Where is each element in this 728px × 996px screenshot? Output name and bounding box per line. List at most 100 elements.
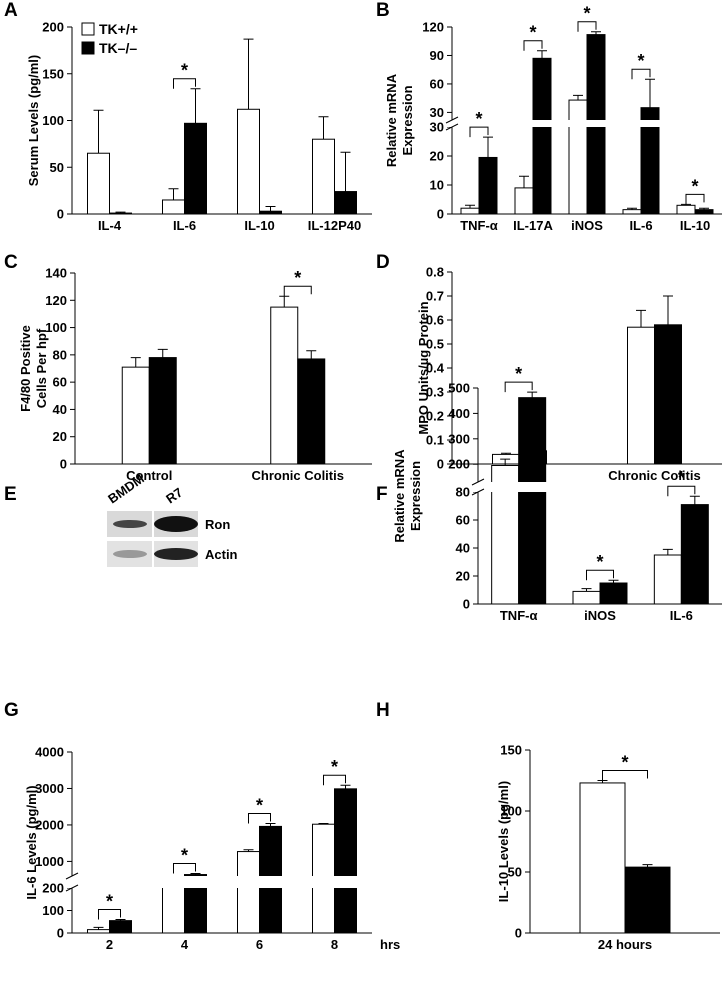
- y-axis-label: IL-10 Levels (pg/ml): [496, 781, 511, 902]
- bar: [568, 99, 588, 215]
- bar: [148, 357, 177, 465]
- axis-break: [444, 120, 722, 127]
- y-tick-label: 90: [430, 48, 444, 63]
- error-bar: [243, 38, 254, 110]
- y-tick-label: 0: [437, 457, 444, 472]
- y-axis-label: IL-6 Levels (pg/ml): [24, 785, 39, 899]
- error-bar: [243, 849, 254, 852]
- y-tick-label: 4000: [35, 745, 64, 760]
- significance-bracket: [602, 770, 648, 781]
- y-tick-label: 200: [42, 881, 64, 896]
- y-tick-label: 40: [456, 541, 470, 556]
- bar: [237, 851, 260, 934]
- y-axis-label: Expression: [400, 85, 415, 155]
- error-bar: [689, 495, 700, 505]
- error-bar: [265, 206, 276, 212]
- error-bar: [93, 926, 104, 930]
- x-axis-label: hrs: [380, 937, 400, 952]
- significance-label: *: [181, 845, 188, 865]
- error-bar: [279, 295, 290, 308]
- x-tick-label: 24 hours: [598, 937, 652, 952]
- panel-letter: C: [4, 252, 18, 273]
- x-tick-label: 2: [106, 937, 113, 952]
- error-bar: [537, 50, 547, 59]
- x-tick-label: TNF-α: [460, 218, 498, 233]
- error-bar: [500, 458, 511, 466]
- bar: [653, 554, 682, 605]
- y-axis-label: Cells Per hpf: [34, 328, 49, 408]
- y-tick-label: 100: [42, 113, 64, 128]
- significance-bracket: [631, 68, 651, 80]
- error-bar: [265, 822, 276, 827]
- bar: [680, 504, 709, 605]
- y-tick-label: 60: [53, 375, 67, 390]
- row-label: Ron: [205, 517, 230, 532]
- blot-band: [113, 550, 147, 558]
- y-axis-label: Expression: [408, 461, 423, 531]
- bar: [599, 582, 628, 605]
- y-tick-label: 140: [45, 266, 67, 281]
- bar: [162, 199, 185, 215]
- legend-swatch: [81, 22, 95, 36]
- error-bar: [115, 919, 126, 921]
- significance-label: *: [583, 4, 590, 24]
- error-bar: [130, 357, 141, 368]
- error-bar: [642, 864, 653, 868]
- y-tick-label: 120: [422, 20, 444, 35]
- bar: [572, 590, 601, 605]
- panel-letter: D: [376, 252, 390, 273]
- y-tick-label: 100: [45, 320, 67, 335]
- y-tick-label: 0.2: [426, 409, 444, 424]
- y-tick-label: 10: [430, 178, 444, 193]
- error-bar: [465, 204, 475, 209]
- significance-bracket: [98, 909, 121, 920]
- y-axis-label: F4/80 Positive: [18, 325, 33, 412]
- y-tick-label: 300: [448, 431, 470, 446]
- significance-label: *: [515, 364, 522, 384]
- y-axis-label: Serum Levels (pg/ml): [26, 55, 41, 186]
- bar: [579, 782, 626, 934]
- error-bar: [519, 175, 529, 188]
- x-tick-label: IL-10: [244, 218, 274, 233]
- significance-bracket: [577, 21, 597, 32]
- significance-bracket: [248, 812, 271, 824]
- y-tick-label: 0: [57, 207, 64, 222]
- x-tick-label: 4: [181, 937, 189, 952]
- bar: [162, 884, 185, 934]
- bar: [624, 866, 671, 934]
- error-bar: [627, 207, 637, 210]
- error-bar: [306, 350, 317, 359]
- significance-label: *: [256, 795, 263, 815]
- significance-label: *: [691, 176, 698, 196]
- bar: [478, 156, 498, 215]
- y-tick-label: 0: [57, 926, 64, 941]
- axis-break: [64, 876, 372, 888]
- x-tick-label: IL-10: [680, 218, 710, 233]
- significance-label: *: [106, 892, 113, 912]
- y-tick-label: 0.4: [426, 361, 445, 376]
- bar: [514, 187, 534, 215]
- y-tick-label: 0.8: [426, 265, 444, 280]
- y-tick-label: 150: [42, 66, 64, 81]
- bar: [532, 57, 552, 215]
- significance-label: *: [596, 552, 603, 572]
- significance-bracket: [173, 78, 196, 89]
- significance-label: *: [181, 61, 188, 81]
- y-tick-label: 60: [430, 76, 444, 91]
- x-tick-label: Control: [126, 468, 172, 483]
- bar: [270, 306, 299, 465]
- y-tick-label: 20: [53, 429, 67, 444]
- significance-bracket: [173, 862, 196, 874]
- error-bar: [645, 78, 655, 108]
- error-bar: [115, 211, 126, 214]
- error-bar: [573, 94, 583, 101]
- y-tick-label: 0.7: [426, 289, 444, 304]
- x-tick-label: iNOS: [584, 608, 616, 623]
- significance-label: *: [621, 753, 628, 773]
- bar: [121, 366, 150, 465]
- y-tick-label: 100: [42, 903, 64, 918]
- error-bar: [157, 348, 168, 358]
- error-bar: [483, 136, 493, 158]
- y-tick-label: 0.5: [426, 337, 444, 352]
- y-tick-label: 200: [448, 457, 470, 472]
